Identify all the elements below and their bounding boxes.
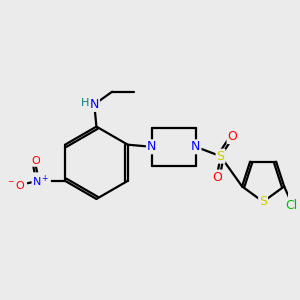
Text: $^-$O: $^-$O (6, 179, 26, 191)
Text: O: O (212, 170, 222, 184)
Text: N: N (191, 140, 200, 153)
Text: N: N (90, 98, 99, 111)
Text: N$^+$: N$^+$ (32, 173, 50, 188)
Text: H: H (81, 98, 89, 108)
Text: N: N (147, 140, 156, 153)
Text: Cl: Cl (286, 199, 298, 212)
Text: S: S (259, 195, 267, 208)
Text: O: O (31, 156, 40, 166)
Text: S: S (217, 150, 224, 163)
Text: O: O (227, 130, 237, 143)
